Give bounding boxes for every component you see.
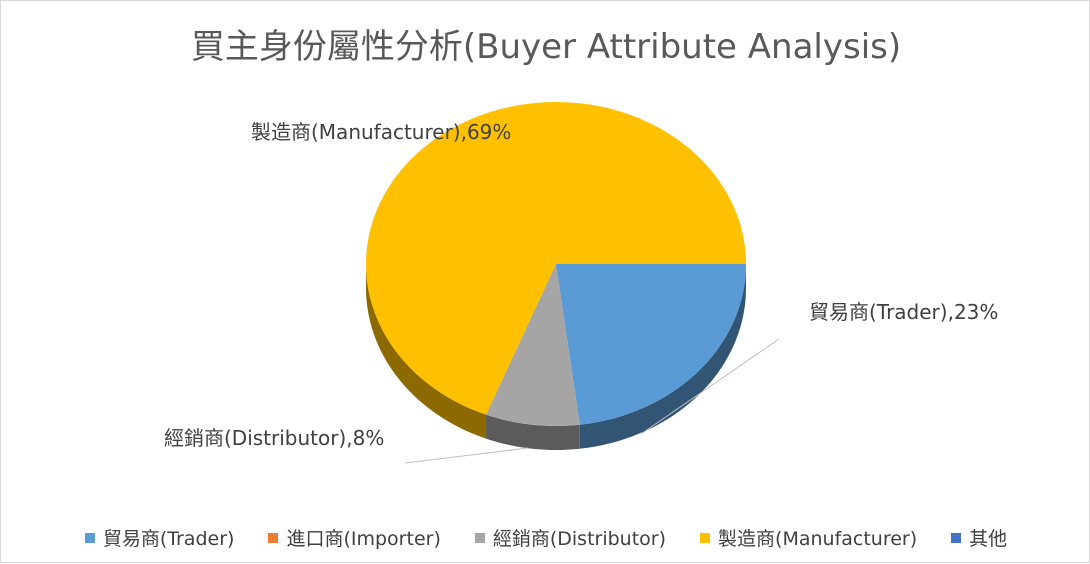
pie-slices	[365, 101, 746, 426]
leader-line-trader	[640, 338, 780, 435]
pie-side-manufacturer	[366, 264, 487, 439]
pie-slice-trader[interactable]	[556, 264, 746, 425]
data-label-trader: 貿易商(Trader),23%	[809, 300, 998, 324]
legend-label: 貿易商(Trader)	[102, 528, 235, 550]
pie-side-trader	[579, 264, 746, 449]
legend-label: 經銷商(Distributor)	[492, 528, 667, 550]
legend-label: 進口商(Importer)	[286, 528, 441, 550]
legend-swatch	[84, 532, 95, 543]
legend-label: 其他	[969, 528, 1008, 550]
pie-side-distributor	[486, 414, 580, 450]
legend-item-trader[interactable]: 貿易商(Trader)	[84, 524, 235, 551]
legend-label: 製造商(Manufacturer)	[718, 528, 918, 550]
pie-side-walls	[366, 264, 746, 450]
chart-title: 買主身份屬性分析(Buyer Attribute Analysis)	[190, 27, 902, 67]
legend-swatch	[700, 532, 711, 543]
legend-item-importer[interactable]: 進口商(Importer)	[268, 524, 441, 551]
pie-slice-manufacturer[interactable]	[365, 101, 746, 415]
legend-swatch	[951, 532, 962, 543]
legend-swatch	[474, 532, 485, 543]
legend-swatch	[268, 532, 279, 543]
pie-slice-distributor[interactable]	[486, 264, 580, 426]
legend-item-other[interactable]: 其他	[951, 524, 1007, 551]
leader-line-distributor	[404, 447, 529, 464]
legend: 貿易商(Trader) 進口商(Importer) 經銷商(Distributor)…	[1, 524, 1090, 551]
data-label-manufacturer: 製造商(Manufacturer),69%	[251, 120, 511, 144]
data-labels: 貿易商(Trader),23% 經銷商(Distributor),8% 製造商(Ma…	[164, 120, 998, 464]
legend-item-distributor[interactable]: 經銷商(Distributor)	[474, 524, 667, 551]
data-label-distributor: 經銷商(Distributor),8%	[164, 426, 384, 450]
legend-item-manufacturer[interactable]: 製造商(Manufacturer)	[700, 524, 917, 551]
